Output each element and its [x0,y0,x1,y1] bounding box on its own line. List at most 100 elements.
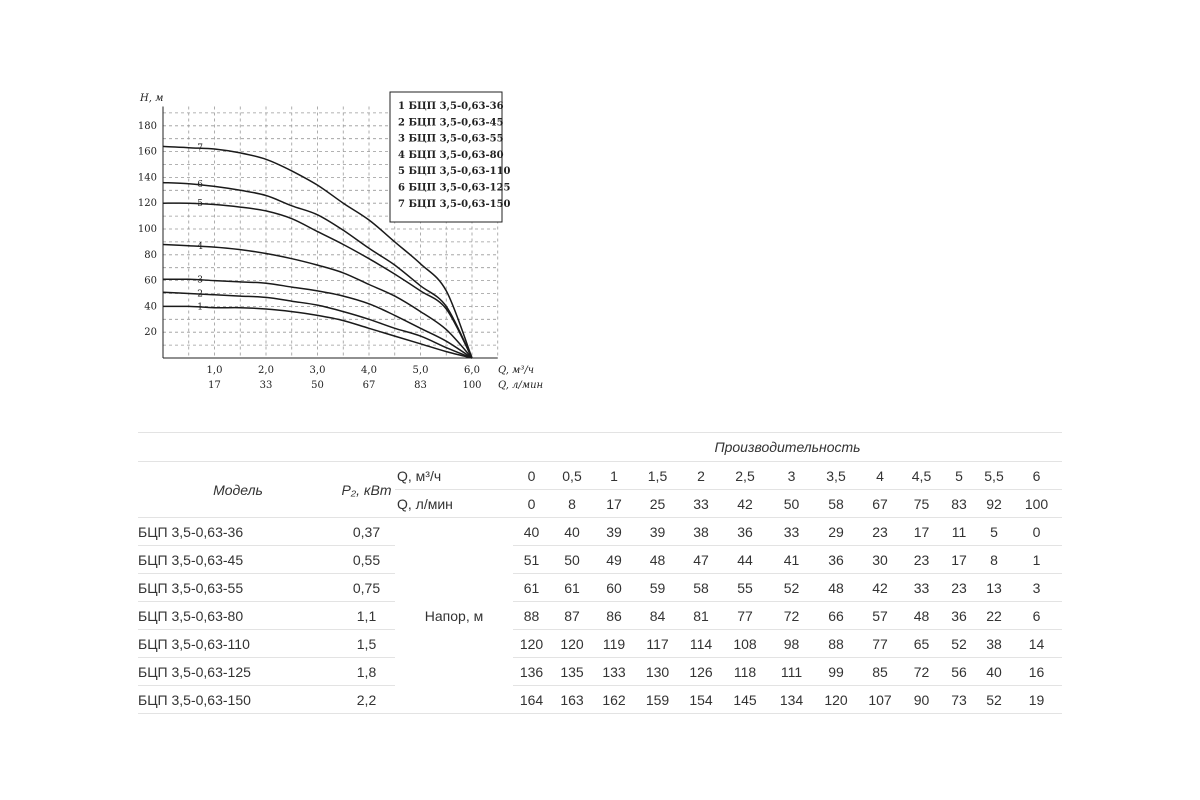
flow-m3h-value: 3 [769,461,814,490]
head-value: 136 [513,657,550,686]
y-tick-label: 80 [144,250,157,261]
x-tick-label-m3h: 4,0 [361,365,377,376]
table-row: БЦП 3,5-0,63-125 1,8 136 135 133 130 126 118 111… [138,657,1063,686]
head-value: 23 [941,573,977,602]
curve-number-label: 1 [197,302,203,312]
legend-entry: 7 БЦП 3,5-0,63-150 [398,199,511,210]
power-value: 0,37 [338,517,395,546]
x-tick-label-lmin: 50 [311,380,324,391]
head-value: 84 [634,601,681,630]
flow-lmin-value: 33 [681,489,721,518]
chart-curves: 1 2 3 4 5 6 7 [162,144,473,359]
head-value: 162 [594,685,634,714]
head-value: 30 [858,545,902,574]
head-value: 36 [721,517,769,546]
head-value: 23 [858,517,902,546]
table-title: Производительность [513,432,1063,462]
head-value: 40 [977,657,1011,686]
header-power: P₂, кВт [338,461,395,518]
head-value: 40 [550,517,594,546]
head-value: 111 [769,657,814,686]
head-value: 61 [550,573,594,602]
head-value: 77 [858,629,902,658]
head-value: 49 [594,545,634,574]
head-value: 6 [1011,601,1063,630]
legend-entry: 2 БЦП 3,5-0,63-45 [398,117,504,128]
table-row-flow-lmin: Q, л/мин 0 8 17 25 33 42 50 58 67 75 83 92 100 [138,489,1063,518]
head-value: 33 [769,517,814,546]
head-value: 145 [721,685,769,714]
y-tick-label: 20 [144,327,157,338]
curve-line-1 [162,305,473,359]
performance-table: Производительность Модель P₂, кВт Q, м³/… [138,432,1063,714]
flow-m3h-value: 0,5 [550,461,594,490]
flow-lmin-value: 25 [634,489,681,518]
head-value: 135 [550,657,594,686]
chart-legend: 1 БЦП 3,5-0,63-36 2 БЦП 3,5-0,63-45 3 БЦП … [389,91,511,223]
head-value: 52 [941,629,977,658]
flow-m3h-value: 4 [858,461,902,490]
y-tick-label: 60 [144,276,157,287]
head-value: 36 [814,545,858,574]
head-value: 159 [634,685,681,714]
legend-entry: 3 БЦП 3,5-0,63-55 [398,134,504,145]
curve-line-2 [162,291,473,359]
legend-entry: 6 БЦП 3,5-0,63-125 [398,183,511,194]
head-value: 1 [1011,545,1063,574]
power-value: 1,8 [338,657,395,686]
head-value: 48 [814,573,858,602]
head-value: 126 [681,657,721,686]
head-value: 52 [977,685,1011,714]
power-value: 2,2 [338,685,395,714]
head-value: 3 [1011,573,1063,602]
curve-line-6 [162,181,473,359]
head-value: 38 [977,629,1011,658]
head-value: 72 [769,601,814,630]
head-value: 88 [513,601,550,630]
legend-entry: 4 БЦП 3,5-0,63-80 [398,150,504,161]
y-tick-label: 100 [138,224,157,235]
head-value: 77 [721,601,769,630]
flow-m3h-value: 0 [513,461,550,490]
head-value: 57 [858,601,902,630]
head-value: 133 [594,657,634,686]
curve-number-label: 3 [197,275,203,285]
y-tick-label: 140 [138,172,157,183]
flow-m3h-value: 2 [681,461,721,490]
head-value: 47 [681,545,721,574]
header-q-m3h: Q, м³/ч [395,461,513,490]
x-tick-label-m3h: 2,0 [258,365,274,376]
head-value: 108 [721,629,769,658]
head-value: 120 [550,629,594,658]
head-value: 56 [941,657,977,686]
flow-lmin-value: 50 [769,489,814,518]
model-name: БЦП 3,5-0,63-110 [138,629,338,658]
head-value: 73 [941,685,977,714]
head-value: 65 [902,629,941,658]
table-row: БЦП 3,5-0,63-36 0,37 Напор, м 40 40 39 39 38 36 3… [138,517,1063,714]
header-model: Модель [138,461,338,518]
curve-line-7 [162,145,473,359]
table-row: БЦП 3,5-0,63-45 0,55 51 50 49 48 47 44 41 36 30 23 1… [138,545,1063,574]
flow-lmin-value: 100 [1011,489,1063,518]
flow-lmin-value: 8 [550,489,594,518]
head-value: 19 [1011,685,1063,714]
flow-m3h-value: 6 [1011,461,1063,490]
power-value: 0,55 [338,545,395,574]
legend-entry: 1 БЦП 3,5-0,63-36 [398,101,504,112]
head-value: 99 [814,657,858,686]
curve-number-label: 5 [197,199,203,209]
x-axis-label-m3h: Q, м³/ч [498,365,534,376]
flow-lmin-value: 0 [513,489,550,518]
head-value: 134 [769,685,814,714]
flow-m3h-value: 5 [941,461,977,490]
x-tick-label-lmin: 83 [414,380,427,391]
flow-lmin-value: 83 [941,489,977,518]
head-value: 72 [902,657,941,686]
curve-line-4 [162,243,473,359]
flow-lmin-value: 92 [977,489,1011,518]
flow-m3h-value: 5,5 [977,461,1011,490]
flow-m3h-value: 3,5 [814,461,858,490]
x-tick-label-lmin: 100 [462,380,481,391]
